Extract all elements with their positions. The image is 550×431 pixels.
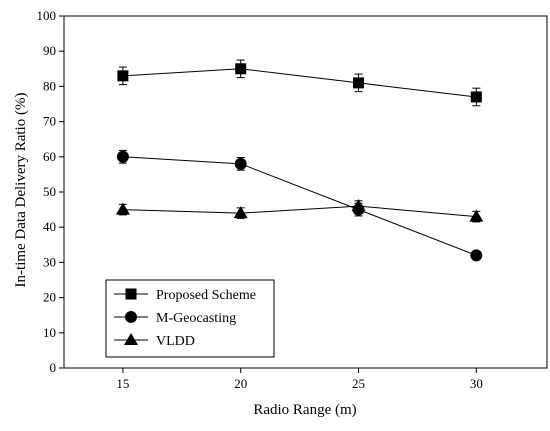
x-tick-label: 20: [234, 376, 247, 391]
data-point-square: [353, 77, 365, 89]
y-tick-label: 50: [43, 184, 56, 199]
data-point-square: [117, 70, 129, 82]
y-tick-label: 0: [50, 360, 57, 375]
series-circle: [116, 149, 483, 262]
data-point-triangle: [469, 209, 484, 222]
series-triangle: [115, 199, 484, 223]
series-square: [117, 59, 482, 107]
x-axis-label: Radio Range (m): [253, 402, 356, 418]
data-point-triangle: [351, 199, 366, 212]
y-tick-label: 10: [43, 325, 56, 340]
data-point-circle: [234, 157, 247, 170]
series-line: [122, 205, 477, 218]
legend-label: Proposed Scheme: [156, 288, 256, 303]
y-tick-label: 30: [43, 254, 56, 269]
legend-marker-square: [125, 288, 137, 300]
legend-entry: VLDD: [114, 333, 195, 349]
legend-label: VLDD: [156, 334, 195, 349]
x-tick-label: 15: [116, 376, 129, 391]
series-line: [122, 156, 477, 256]
y-tick-label: 60: [43, 149, 56, 164]
legend-entry: M-Geocasting: [114, 311, 236, 326]
series-group: [115, 59, 484, 262]
y-tick-label: 100: [37, 8, 57, 23]
data-point-triangle: [233, 206, 248, 219]
y-tick-label: 90: [43, 43, 56, 58]
legend-label: M-Geocasting: [156, 311, 236, 326]
x-tick-label: 30: [470, 376, 483, 391]
y-axis-label: In-time Data Delivery Ratio (%): [13, 93, 29, 288]
y-tick-label: 80: [43, 78, 56, 93]
data-point-square: [235, 63, 247, 75]
x-tick-label: 25: [352, 376, 365, 391]
data-point-circle: [470, 249, 483, 262]
legend: Proposed Scheme M-Geocasting VLDD: [105, 279, 275, 358]
y-tick-label: 40: [43, 219, 56, 234]
legend-marker-circle: [125, 311, 137, 323]
data-point-square: [470, 91, 482, 103]
y-tick-label: 20: [43, 290, 56, 305]
legend-marker-triangle: [124, 333, 138, 345]
legend-entry: Proposed Scheme: [114, 288, 256, 303]
data-point-triangle: [115, 202, 130, 215]
data-point-circle: [116, 150, 129, 163]
y-tick-label: 70: [43, 114, 56, 129]
series-line: [122, 68, 477, 98]
ticks: 0 10 20 30 40 50 60 70 80 90 100 15 20 25 30: [37, 8, 483, 391]
